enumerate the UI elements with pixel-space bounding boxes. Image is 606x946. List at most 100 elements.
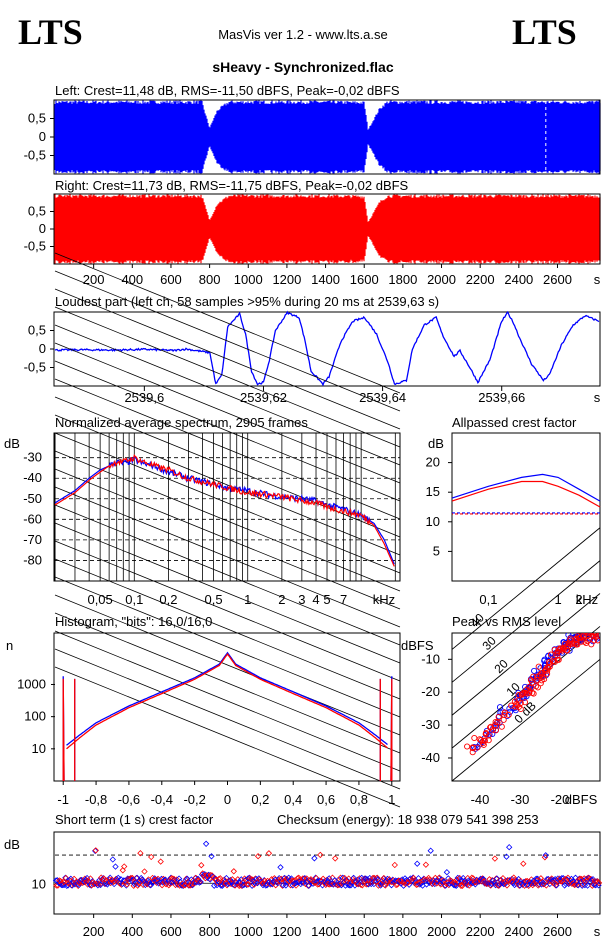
- spectrum-ytick-label: -40: [23, 470, 42, 485]
- shortcrest-point-0: [292, 880, 299, 887]
- shortcrest-point-0: [74, 880, 81, 888]
- peakrms-point-1: [508, 702, 515, 709]
- left-y-axis: 0,5 0 -0,5: [24, 111, 54, 163]
- shortcrest-ytick-label: 10: [32, 876, 46, 891]
- shortcrest-point-1: [468, 874, 476, 881]
- shortcrest-point-1: [265, 850, 273, 857]
- loudest-ytick-label: 0,5: [28, 323, 46, 338]
- shortcrest-point-0: [255, 875, 263, 882]
- peakrms-point-1: [521, 699, 529, 706]
- histogram-series-1: [62, 652, 393, 782]
- shortcrest-xtick-label: 2200: [466, 924, 495, 939]
- shortcrest-point-0: [533, 875, 540, 882]
- shortcrest-point-1: [199, 870, 206, 877]
- peakrms-point-1: [566, 637, 574, 644]
- right-xtick-label: 1600: [350, 272, 379, 287]
- file-name: sHeavy - Synchronized.flac: [212, 59, 394, 75]
- peakrms-point-1: [515, 703, 522, 710]
- shortcrest-point-0: [125, 875, 133, 883]
- spectrum-xtick-label: 0,05: [87, 592, 112, 607]
- shortcrest-point-0: [511, 881, 518, 889]
- peakrms-point-1: [554, 656, 561, 663]
- spectrum-slope-line: [54, 288, 401, 430]
- shortcrest-point-0: [189, 881, 196, 889]
- shortcrest-point-1: [62, 874, 70, 882]
- shortcrest-point-1: [394, 881, 401, 888]
- right-x-unit: s: [594, 272, 601, 287]
- shortcrest-point-1: [379, 877, 386, 884]
- shortcrest-point-0: [105, 879, 112, 886]
- spectrum-ytick-label: -50: [23, 491, 42, 506]
- shortcrest-point-0: [514, 878, 521, 885]
- spectrum-slope-line: [54, 252, 401, 394]
- right-ytick-label: 0: [39, 221, 46, 236]
- shortcrest-point-0: [446, 880, 453, 887]
- shortcrest-point-0: [288, 875, 295, 882]
- spectrum-series-1: [54, 453, 395, 567]
- shortcrest-point-1: [338, 880, 346, 887]
- loudest-ytick-label: -0,5: [24, 360, 46, 375]
- histogram-xtick-label: 0,4: [284, 792, 302, 807]
- shortcrest-point-1: [81, 875, 89, 882]
- shortcrest-xtick-label: 1800: [388, 924, 417, 939]
- shortcrest-point-1: [254, 853, 262, 860]
- right-xtick-label: 1800: [388, 272, 417, 287]
- shortcrest-point-0: [506, 844, 513, 851]
- shortcrest-point-1: [317, 851, 324, 859]
- spectrum-xtick-label: 0,1: [125, 592, 143, 607]
- shortcrest-xtick-label: 200: [83, 924, 105, 939]
- shortcrest-point-1: [179, 880, 186, 887]
- spectrum-slope-line: [54, 540, 401, 682]
- shortcrest-point-0: [588, 876, 595, 884]
- shortcrest-point-0: [110, 880, 118, 888]
- right-chart-title: Right: Crest=11,73 dB, RMS=-11,75 dBFS, …: [55, 178, 409, 193]
- spectrum-slope-line: [54, 414, 401, 556]
- peakrms-point-1: [574, 633, 582, 640]
- loudest-part-chart: Loudest part (left ch, 58 samples >95% d…: [24, 294, 601, 405]
- app-title: MasVis ver 1.2 - www.lts.a.se: [218, 27, 388, 42]
- checksum-label: Checksum (energy): 18 938 079 541 398 25…: [277, 812, 539, 827]
- shortcrest-point-1: [172, 881, 179, 889]
- spectrum-chart-title: Normalized average spectrum, 2905 frames: [55, 415, 308, 430]
- shortcrest-point-1: [382, 882, 389, 889]
- right-xtick-label: 2400: [504, 272, 533, 287]
- peakrms-point-1: [581, 638, 588, 645]
- peakrms-ytick-label: -20: [421, 684, 440, 699]
- shortcrest-point-0: [211, 882, 218, 889]
- shortcrest-point-0: [584, 882, 591, 889]
- peakrms-diagonal: [451, 560, 601, 683]
- spectrum-slope-line: [54, 594, 401, 736]
- shortcrest-point-0: [491, 879, 498, 886]
- allpass-xtick-label: 2: [575, 592, 582, 607]
- shortcrest-point-0: [94, 882, 102, 889]
- histogram-xtick-label: -0,6: [118, 792, 140, 807]
- shortcrest-point-1: [372, 878, 379, 885]
- spectrum-plot-frame: [53, 432, 401, 582]
- peakrms-ytick-label: -40: [421, 750, 440, 765]
- peakrms-point-1: [554, 652, 561, 659]
- allpass-ytick-label: 15: [426, 484, 440, 499]
- shortcrest-point-1: [491, 855, 499, 862]
- peakrms-point-1: [464, 743, 471, 750]
- spectrum-ytick-label: -70: [23, 532, 42, 547]
- shortcrest-point-1: [410, 874, 417, 882]
- peakrms-point-1: [487, 724, 494, 731]
- shortcrest-point-0: [447, 879, 455, 886]
- shortcrest-point-0: [148, 879, 156, 886]
- shortcrest-point-1: [303, 875, 310, 882]
- spectrum-slope-line: [54, 468, 401, 610]
- shortcrest-point-1: [346, 879, 354, 887]
- left-ytick-label: 0: [39, 129, 46, 144]
- shortcrest-point-0: [538, 881, 545, 888]
- peakrms-point-1: [594, 637, 600, 644]
- shortcrest-point-1: [157, 858, 164, 865]
- shortcrest-point-1: [305, 882, 312, 889]
- shortcrest-point-1: [119, 867, 126, 874]
- spectrum-slope-line: [54, 666, 401, 808]
- shortcrest-point-0: [96, 877, 103, 884]
- peakrms-point-1: [530, 690, 537, 697]
- shortcrest-point-0: [484, 880, 491, 887]
- shortcrest-point-0: [503, 853, 510, 860]
